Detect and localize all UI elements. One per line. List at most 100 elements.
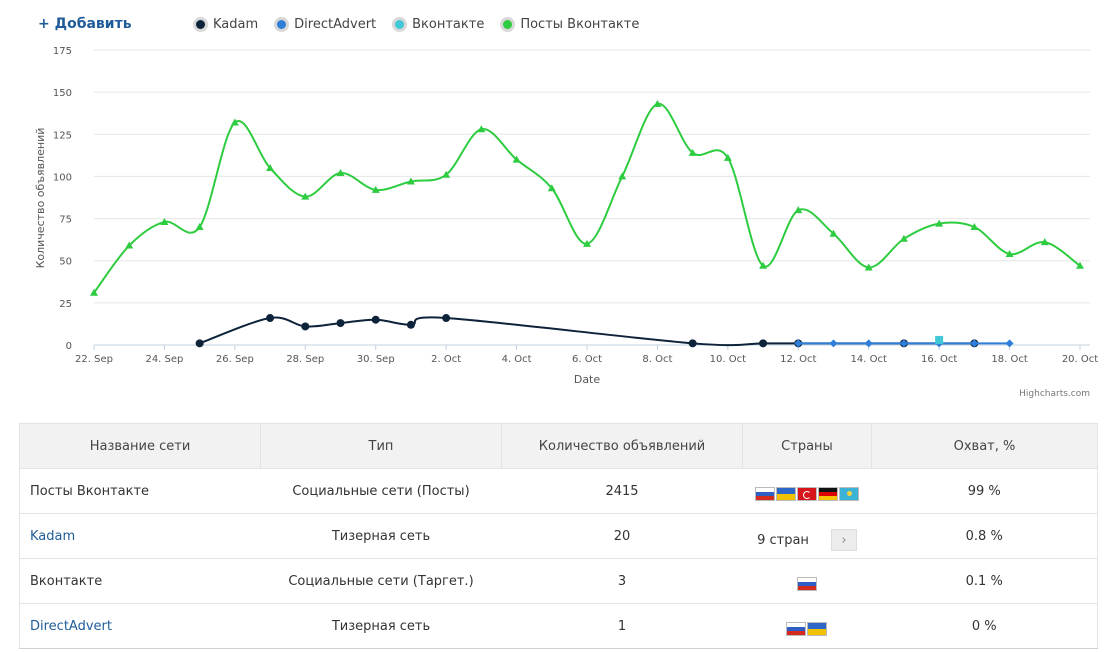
data-point	[688, 339, 697, 348]
data-point	[301, 192, 310, 200]
countries-cell: 9 стран ›	[742, 513, 872, 559]
x-tick-label: 28. Sep	[286, 354, 324, 365]
x-tick-label: 4. Oct	[502, 354, 532, 365]
data-point	[864, 263, 873, 271]
ad-count: 20	[501, 513, 743, 559]
flags	[786, 622, 828, 636]
chevron-right-icon: ›	[841, 532, 847, 548]
chart-area: + Добавить Kadam DirectAdvert Вконтакте Пос…	[34, 16, 1098, 399]
add-button[interactable]: + Добавить	[38, 16, 132, 32]
y-tick-label: 175	[53, 46, 72, 57]
flag-de-icon	[817, 487, 838, 501]
data-point	[759, 261, 768, 269]
network-link-directadvert[interactable]: DirectAdvert	[30, 618, 112, 634]
header-type[interactable]: Тип	[260, 423, 502, 469]
coverage: 0.8 %	[871, 513, 1098, 559]
x-tick-label: 14. Oct	[851, 354, 887, 365]
data-point	[336, 319, 345, 328]
legend-marker-icon	[193, 17, 208, 32]
data-point	[829, 339, 838, 348]
flag-tr-icon	[796, 487, 817, 501]
flag-ua-icon	[775, 487, 796, 501]
coverage: 99 %	[871, 468, 1098, 514]
data-point	[371, 185, 380, 193]
data-point	[970, 339, 979, 348]
network-link-kadam[interactable]: Kadam	[30, 528, 76, 544]
data-point	[899, 234, 908, 242]
data-point	[301, 322, 310, 331]
chart-credits[interactable]: Highcharts.com	[1019, 389, 1090, 399]
data-point	[829, 229, 838, 237]
countries-summary: 9 стран ›	[757, 529, 857, 551]
x-tick-label: 20. Oct	[1062, 354, 1098, 365]
flag-ua-icon	[807, 622, 827, 636]
countries-count: 9 стран	[757, 532, 809, 548]
legend-marker-icon	[500, 17, 516, 32]
x-tick-label: 8. Oct	[642, 354, 672, 365]
ad-count: 3	[501, 558, 743, 604]
data-point	[723, 153, 732, 161]
legend-item[interactable]: Вконтакте	[392, 17, 484, 32]
data-point	[125, 241, 134, 249]
data-point	[90, 288, 98, 296]
x-tick-label: 6. Oct	[572, 354, 602, 365]
flag-ru-icon	[796, 577, 817, 591]
data-point	[266, 314, 275, 323]
data-point	[371, 315, 380, 324]
networks-table: Название сети Тип Количество объявлений …	[19, 423, 1098, 649]
data-point	[794, 339, 803, 348]
data-point	[512, 155, 521, 163]
network-type: Тизерная сеть	[260, 513, 502, 559]
data-point	[195, 339, 204, 348]
y-tick-label: 150	[53, 88, 72, 99]
header-countries[interactable]: Страны	[742, 423, 872, 469]
data-point	[899, 339, 908, 348]
data-point	[935, 219, 944, 227]
ad-count: 1	[501, 603, 743, 649]
legend-item[interactable]: Посты Вконтакте	[500, 17, 639, 32]
data-point	[935, 335, 944, 344]
table-row: Посты Вконтакте Социальные сети (Посты) …	[19, 468, 1098, 514]
legend-item[interactable]: DirectAdvert	[274, 17, 376, 32]
data-point	[688, 148, 697, 156]
network-name-link: Kadam	[19, 513, 261, 559]
flags	[754, 487, 860, 501]
x-tick-label: 30. Sep	[357, 354, 395, 365]
legend-label: Kadam	[213, 17, 259, 32]
network-name: Посты Вконтакте	[19, 468, 261, 514]
header-coverage[interactable]: Охват, %	[871, 423, 1098, 469]
header-ad-count[interactable]: Количество объявлений	[501, 423, 743, 469]
network-type: Социальные сети (Таргет.)	[260, 558, 502, 604]
coverage: 0.1 %	[871, 558, 1098, 604]
flag-kz-icon	[838, 487, 859, 501]
header-network-name[interactable]: Название сети	[19, 423, 261, 469]
x-tick-label: 10. Oct	[710, 354, 746, 365]
series-line-3	[93, 102, 1081, 294]
data-point	[442, 314, 451, 323]
data-point	[1005, 249, 1014, 257]
x-tick-label: 12. Oct	[780, 354, 816, 365]
chart-legend: Kadam DirectAdvert Вконтакте Посты Вконтакт…	[193, 17, 655, 32]
network-name-link: DirectAdvert	[19, 603, 261, 649]
series-line-0	[199, 316, 975, 347]
table-row: Вконтакте Социальные сети (Таргет.) 3 0.…	[19, 558, 1098, 604]
data-point	[442, 170, 451, 178]
legend-marker-icon	[392, 17, 408, 32]
legend-item[interactable]: Kadam	[193, 17, 258, 32]
ad-count: 2415	[501, 468, 743, 514]
data-point	[1040, 238, 1049, 246]
network-type: Социальные сети (Посты)	[260, 468, 502, 514]
data-point	[336, 169, 345, 177]
y-tick-label: 125	[53, 130, 72, 141]
table-row: DirectAdvert Тизерная сеть 1 0 %	[19, 603, 1098, 649]
y-tick-label: 75	[59, 215, 72, 226]
data-point	[195, 223, 204, 230]
x-tick-label: 22. Sep	[75, 354, 113, 365]
data-point	[160, 217, 169, 225]
data-point	[618, 172, 627, 180]
y-tick-label: 100	[53, 172, 72, 183]
data-point	[406, 320, 415, 329]
data-point	[583, 239, 591, 247]
table-row: Kadam Тизерная сеть 20 9 стран › 0.8 %	[19, 513, 1098, 559]
expand-countries-button[interactable]: ›	[830, 529, 857, 551]
